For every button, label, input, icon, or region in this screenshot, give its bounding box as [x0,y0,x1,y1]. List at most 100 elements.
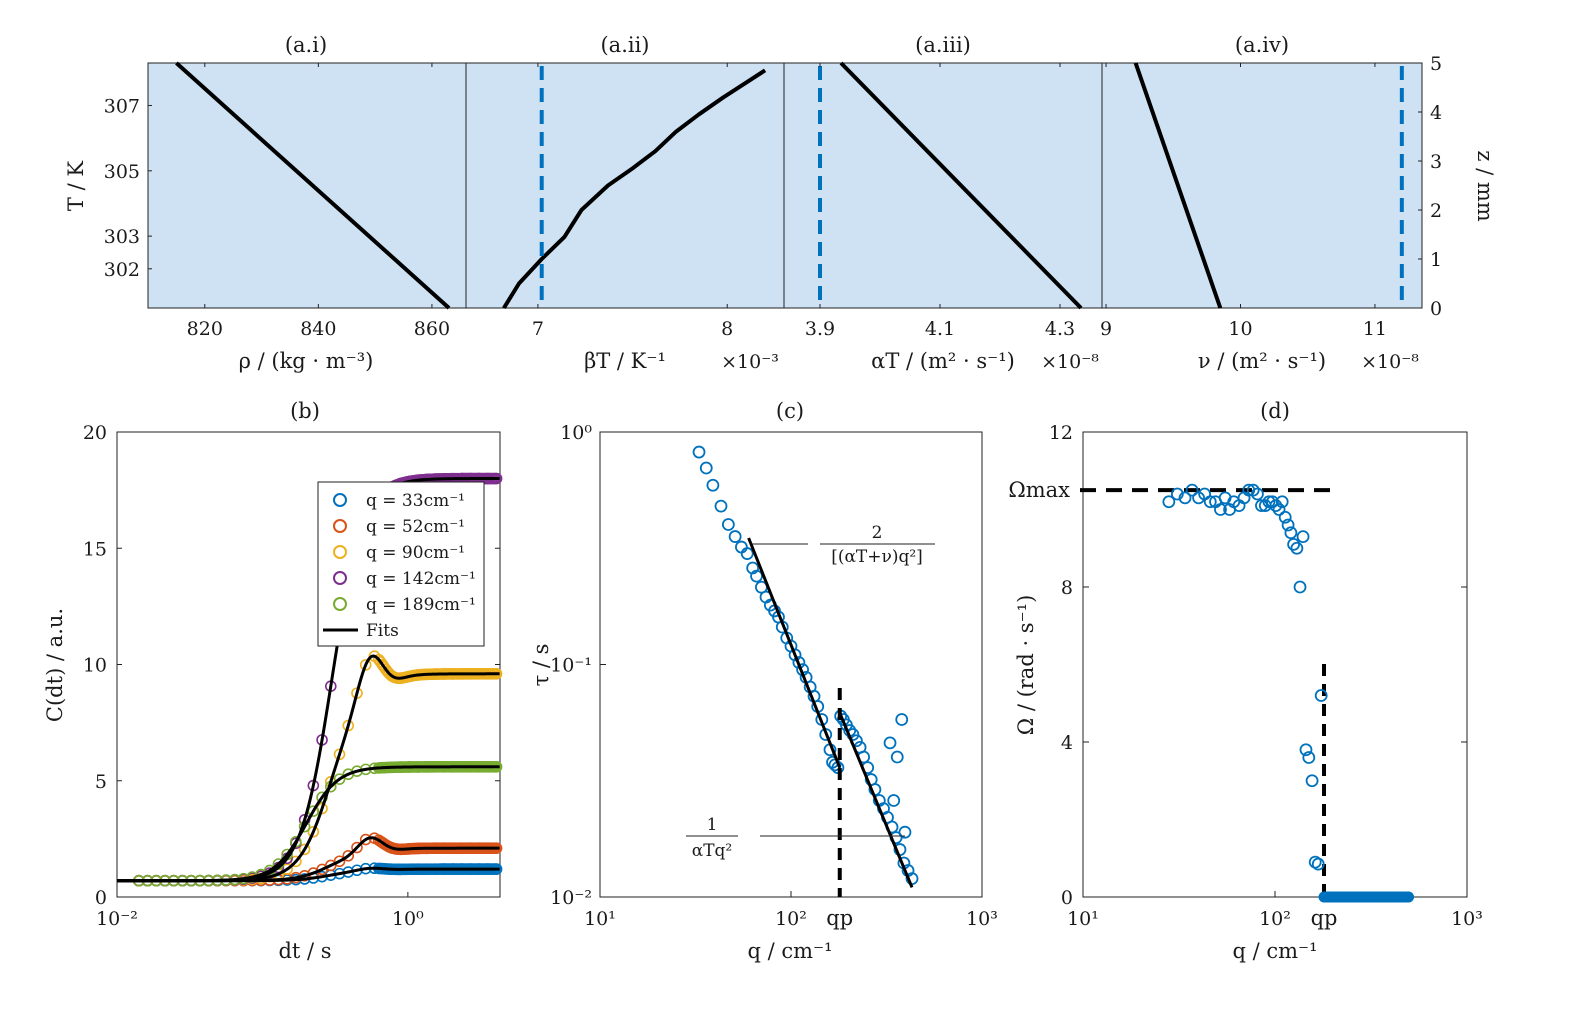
data-point [1296,530,1310,544]
data-point [1203,495,1217,509]
x-tick-label: 4.1 [925,318,955,340]
data-point [1272,503,1286,516]
ylabel-b: C(dt) / a.u. [43,608,67,722]
panel-d: (d) 0 4 8 12 10¹ 10² 10³ qp Ωmax q / cm⁻¹ Ω / (r… [1008,399,1483,963]
x-ticks-a-iii: 3.9 4.1 4.3 [805,63,1075,340]
data-point [1266,495,1279,509]
y2-tick-label: 0 [1430,298,1442,320]
xlabel-b: dt / s [278,939,331,963]
data-marker [351,841,363,854]
plot-area-c [599,431,983,898]
fit-line-1 [838,712,914,888]
data-point [1262,495,1276,509]
series-a-ii [502,66,767,310]
x-tick-label: 8 [721,318,733,340]
data-point [898,825,912,839]
series-a-iv [1133,62,1404,309]
fit-line-0 [747,537,842,769]
y-tick-label: 20 [83,422,107,444]
xlabel-a-iii: αT / (m² · s⁻¹) [871,349,1015,373]
x-tick-label: 10⁰ [392,908,424,930]
legend-label: q = 189cm⁻¹ [366,595,476,615]
data-marker [333,855,346,868]
plot-area-a-iv [1101,62,1423,309]
data-point [692,445,706,459]
profile-line-2 [502,68,767,310]
plot-area-a-iii [783,62,1103,309]
ylabel-a-i: T / K [64,161,88,211]
data-marker [290,835,302,848]
legend-box [317,481,485,647]
data-point [1302,751,1316,764]
legend-label: q = 142cm⁻¹ [366,569,476,589]
data-point [1299,743,1313,757]
data-point [740,547,754,560]
x-tick-label: 10³ [1451,908,1483,930]
xlabel-a-i: ρ / (kg · m⁻³) [239,349,374,373]
data-point [1251,487,1264,501]
x-tick-label: 10³ [966,908,998,930]
annotation-fit-2: 1 [707,815,718,835]
fit-line-4 [116,765,500,883]
panel-a-i: (a.i) 820 840 860 302 303 305 307 ρ / (kg · m… [64,33,467,373]
data-point [1311,857,1325,871]
series-b [116,472,503,887]
x-tick-label: 10¹ [584,908,616,930]
data-point [883,736,897,750]
y-ticks-a-i: 302 303 305 307 [104,95,152,281]
ylabel-d: Ω / (rad · s⁻¹) [1014,595,1038,736]
xlabel-a-ii: βT / K⁻¹ [584,349,666,373]
data-point [1284,526,1298,540]
x-tick-label: 11 [1363,318,1387,340]
x-tick-label: 3.9 [805,318,835,340]
y2-tick-label: 3 [1430,151,1442,173]
x-tick-label: 840 [300,318,336,340]
legend-marker [333,571,347,585]
title-b: (b) [290,399,320,423]
data-point [887,794,901,807]
ticks-b: 0 5 10 15 20 10⁻² 10⁰ [83,422,500,930]
y-tick-label: 12 [1049,422,1073,444]
data-point [1275,495,1289,509]
qp-label: qp [1311,906,1338,930]
title-a-iv: (a.iv) [1235,33,1289,57]
data-marker [307,825,320,838]
series-c [692,445,919,897]
x-tick-label: 10 [1228,318,1252,340]
legend-marker [333,597,347,611]
y2label-a-iv: z / mm [1473,150,1497,221]
x-tick-label: 9 [1100,318,1112,340]
xlabel-d: q / cm⁻¹ [1232,939,1317,963]
data-point [1269,499,1283,513]
data-point [750,569,763,583]
ylabel-c: τ / s [529,644,553,687]
x-tick-label: 10⁻² [96,908,138,930]
legend-marker [333,493,347,507]
data-point [1162,495,1176,509]
data-point [1255,499,1268,513]
y-tick-label: 0 [1061,887,1073,909]
qp-label: qp [826,906,853,930]
legend-marker [333,545,347,559]
data-point [699,461,713,475]
legend-b: q = 33cm⁻¹ q = 52cm⁻¹ q = 90cm⁻¹ q = 142cm⁻… [317,481,485,647]
y2-tick-label: 2 [1430,200,1442,222]
data-point [1290,541,1304,555]
x-tick-label: 10² [775,908,807,930]
zero-point [1403,891,1415,903]
data-marker [359,659,372,671]
legend-label: q = 90cm⁻¹ [366,543,465,563]
data-point [1214,503,1227,516]
legend-label: q = 52cm⁻¹ [366,517,465,537]
exponent-a-iv: ×10⁻⁸ [1361,351,1419,373]
data-marker [359,833,372,846]
data-point [1178,491,1192,505]
y-tick-label: 5 [95,771,107,793]
title-d: (d) [1260,399,1290,423]
panel-a-iii: (a.iii) 3.9 4.1 4.3 αT / (m² · s⁻¹) ×10⁻⁸ [783,33,1103,373]
y2-tick-label: 4 [1430,102,1442,124]
ticks-d: 0 4 8 12 10¹ 10² 10³ qp Ωmax [1008,422,1483,930]
